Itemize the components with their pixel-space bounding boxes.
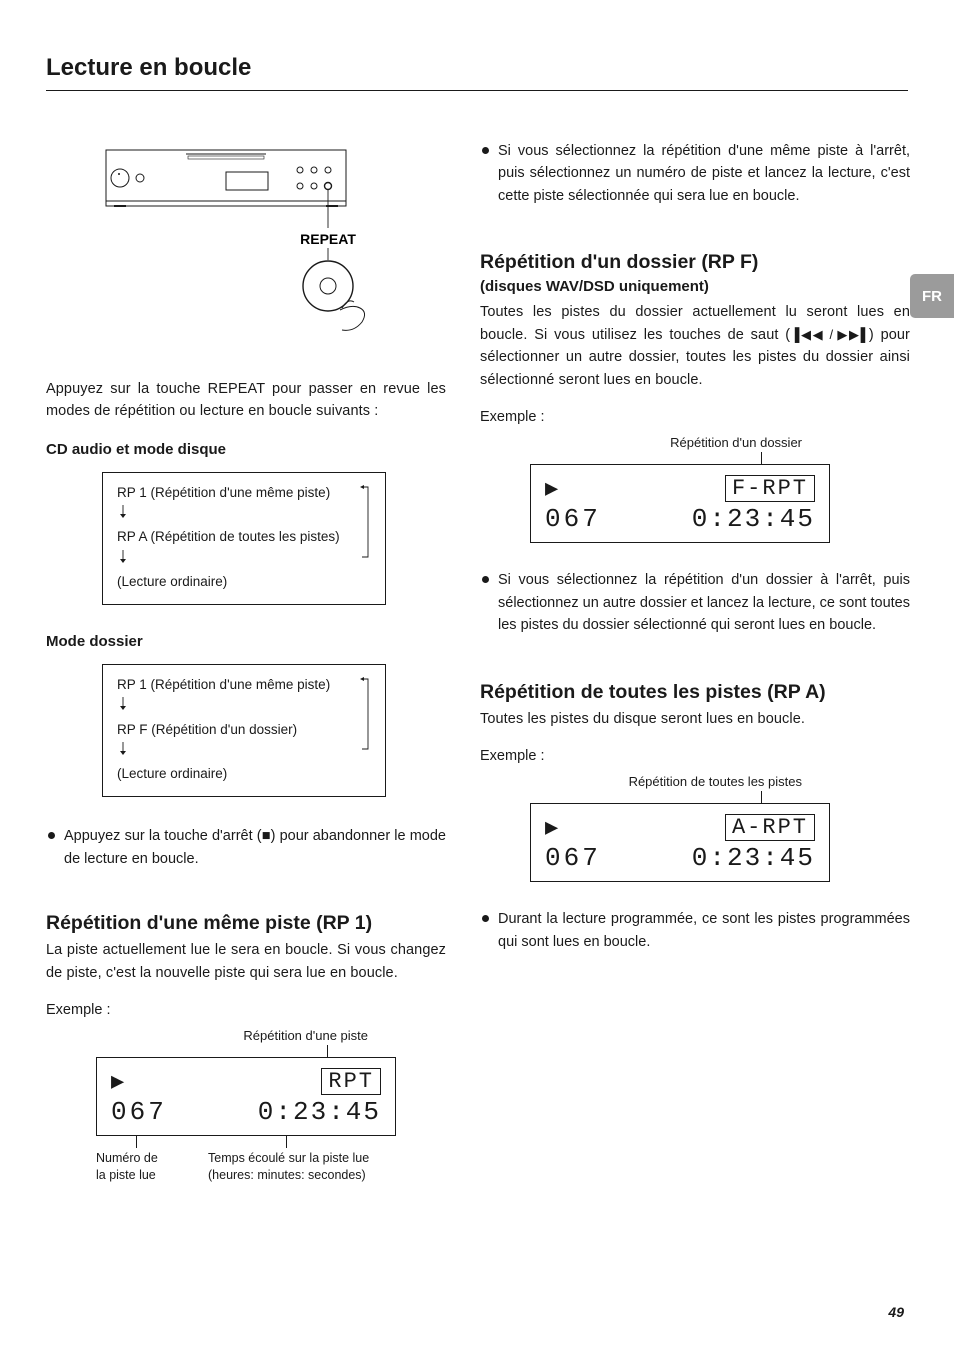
rpa-display: Répétition de toutes les pistes ▶ A-RPT … xyxy=(530,774,830,882)
play-icon: ▶ xyxy=(545,476,559,502)
lcd-track: 067 xyxy=(545,843,601,873)
skip-icons: ▐◀◀ / ▶▶▌ xyxy=(790,327,869,342)
rpa-note: Durant la lecture programmée, ce sont le… xyxy=(480,908,910,953)
device-illustration: REPEAT xyxy=(86,140,366,350)
heading-rp1: Répétition d'une même piste (RP 1) xyxy=(46,912,446,935)
rpf-display: Répétition d'un dossier ▶ F-RPT 067 0:23… xyxy=(530,435,830,543)
caption-time-l1: Temps écoulé sur la piste lue xyxy=(208,1151,369,1165)
mode-line: RP 1 (Répétition d'une même piste) xyxy=(117,677,330,692)
caption-connector xyxy=(761,791,762,803)
title-rule xyxy=(46,90,908,91)
mode-box-folder: RP 1 (Répétition d'une même piste) RP F … xyxy=(102,664,386,797)
lcd-track: 067 xyxy=(111,1097,167,1127)
heading-folder-mode: Mode dossier xyxy=(46,633,446,650)
rp1-note-list: Si vous sélectionnez la répétition d'une… xyxy=(480,140,910,207)
lcd-time: 0:23:45 xyxy=(692,843,815,873)
lcd-mode: RPT xyxy=(321,1068,381,1095)
loop-arrow-icon xyxy=(360,677,372,753)
lcd-time: 0:23:45 xyxy=(692,504,815,534)
rp1-example-label: Exemple : xyxy=(46,1002,446,1018)
loop-arrow-icon xyxy=(360,485,372,561)
rpf-note: Si vous sélectionnez la répétition d'un … xyxy=(480,569,910,636)
mode-line: RP 1 (Répétition d'une même piste) xyxy=(117,485,330,500)
rp1-note: Si vous sélectionnez la répétition d'une… xyxy=(480,140,910,207)
caption-ticks xyxy=(96,1136,396,1148)
heading-cd-audio: CD audio et mode disque xyxy=(46,441,446,458)
lcd-screen: ▶ A-RPT 067 0:23:45 xyxy=(530,803,830,882)
lcd-mode: F-RPT xyxy=(725,475,815,502)
below-captions: Numéro de la piste lue Temps écoulé sur … xyxy=(96,1150,396,1184)
intro-paragraph: Appuyez sur la touche REPEAT pour passer… xyxy=(46,378,446,423)
rpf-body: Toutes les pistes du dossier actuellemen… xyxy=(480,301,910,391)
rpa-note-list: Durant la lecture programmée, ce sont le… xyxy=(480,908,910,953)
rpf-note-list: Si vous sélectionnez la répétition d'un … xyxy=(480,569,910,636)
page-number: 49 xyxy=(888,1304,904,1320)
down-arrow-icon xyxy=(119,550,127,564)
heading-rpf: Répétition d'un dossier (RP F) xyxy=(480,251,910,274)
down-arrow-icon xyxy=(119,742,127,756)
play-icon: ▶ xyxy=(545,815,559,841)
mode-line: RP F (Répétition d'un dossier) xyxy=(117,722,297,737)
caption-connector xyxy=(327,1045,328,1057)
rpf-example-label: Exemple : xyxy=(480,409,910,425)
caption-track-l1: Numéro de xyxy=(96,1151,158,1165)
play-icon: ▶ xyxy=(111,1069,125,1095)
note-stop: Appuyez sur la touche d'arrêt (■) pour a… xyxy=(46,825,446,870)
column-right: Si vous sélectionnez la répétition d'une… xyxy=(480,140,910,973)
column-left: REPEAT Appuyez sur la touche REPEAT pour… xyxy=(46,140,446,1184)
lcd-time: 0:23:45 xyxy=(258,1097,381,1127)
rpa-example-label: Exemple : xyxy=(480,748,910,764)
note-stop-item: Appuyez sur la touche d'arrêt (■) pour a… xyxy=(46,825,446,870)
down-arrow-icon xyxy=(119,697,127,711)
repeat-label: REPEAT xyxy=(300,231,356,247)
mode-line: (Lecture ordinaire) xyxy=(117,766,227,781)
mode-line: (Lecture ordinaire) xyxy=(117,574,227,589)
lcd-mode: A-RPT xyxy=(725,814,815,841)
caption-time-l2: (heures: minutes: secondes) xyxy=(208,1168,366,1182)
lcd-screen: ▶ RPT 067 0:23:45 xyxy=(96,1057,396,1136)
down-arrow-icon xyxy=(119,505,127,519)
caption-track-l2: la piste lue xyxy=(96,1168,156,1182)
rpa-body: Toutes les pistes du disque seront lues … xyxy=(480,708,910,730)
caption-connector xyxy=(761,452,762,464)
rpa-caption: Répétition de toutes les pistes xyxy=(530,774,802,789)
page-title: Lecture en boucle xyxy=(46,54,251,82)
heading-rpa: Répétition de toutes les pistes (RP A) xyxy=(480,681,910,704)
rp1-body: La piste actuellement lue le sera en bou… xyxy=(46,939,446,984)
rpf-caption: Répétition d'un dossier xyxy=(530,435,802,450)
rp1-display: Répétition d'une piste ▶ RPT 067 0:23:45… xyxy=(96,1028,396,1184)
rp1-caption: Répétition d'une piste xyxy=(96,1028,368,1043)
language-tab: FR xyxy=(910,274,954,318)
mode-line: RP A (Répétition de toutes les pistes) xyxy=(117,529,340,544)
mode-box-cd: RP 1 (Répétition d'une même piste) RP A … xyxy=(102,472,386,605)
lcd-track: 067 xyxy=(545,504,601,534)
heading-rpf-sub: (disques WAV/DSD uniquement) xyxy=(480,278,910,295)
lcd-screen: ▶ F-RPT 067 0:23:45 xyxy=(530,464,830,543)
